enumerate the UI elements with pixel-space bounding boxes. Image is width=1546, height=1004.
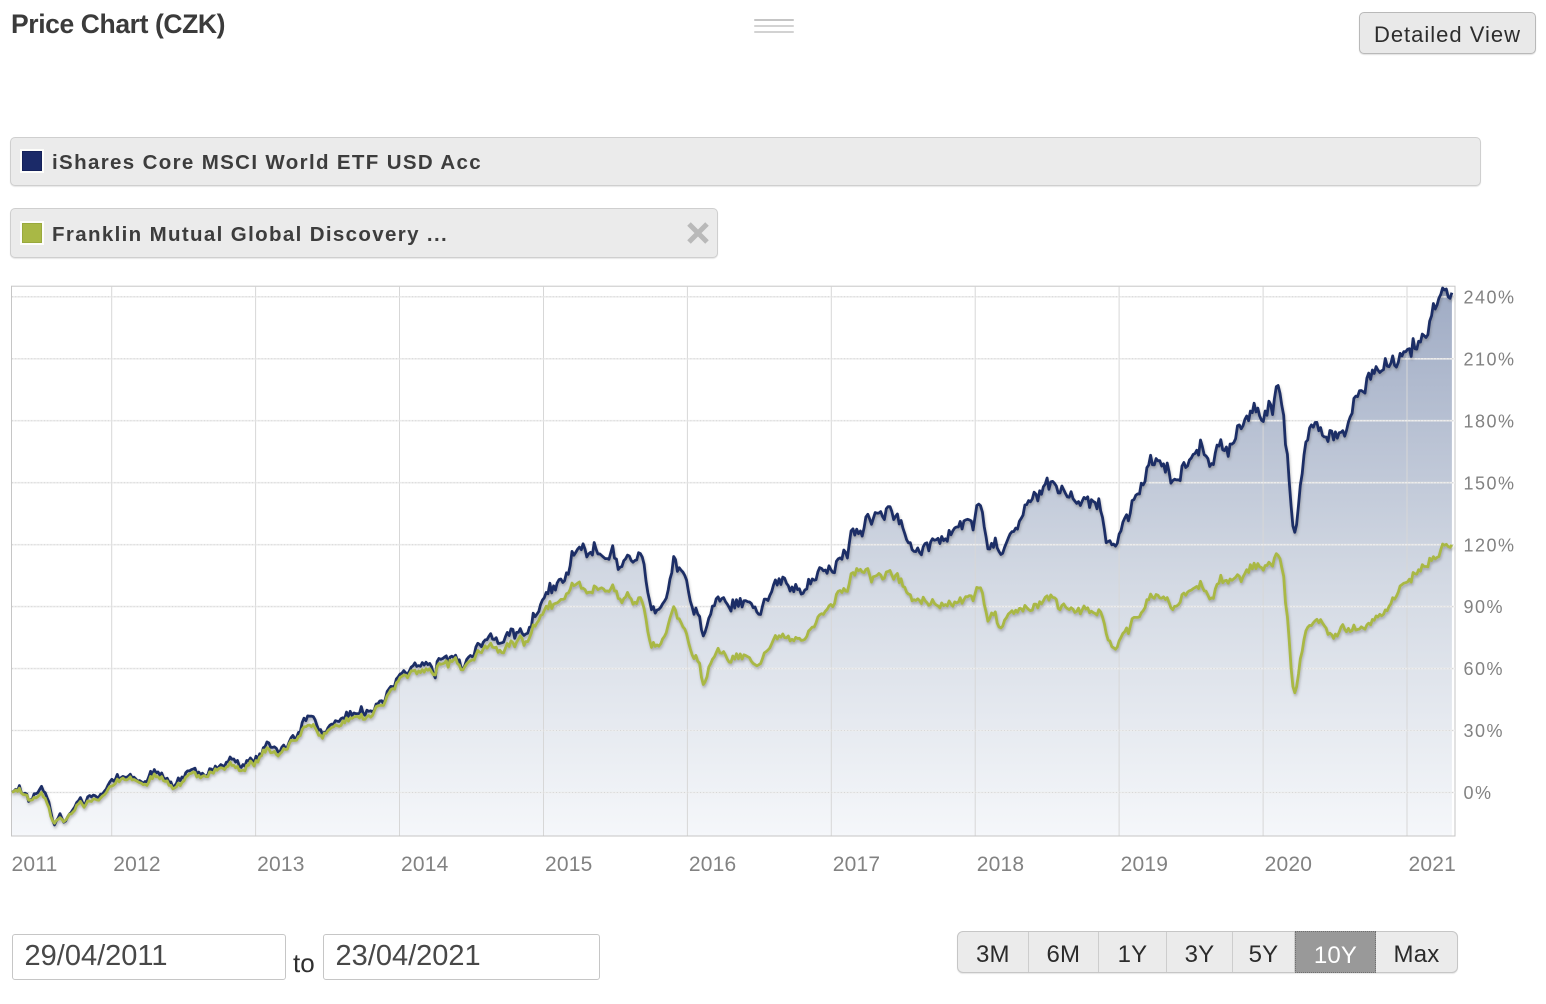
svg-text:2019: 2019 — [1121, 853, 1169, 876]
svg-text:180%: 180% — [1464, 411, 1516, 431]
svg-text:150%: 150% — [1464, 473, 1516, 493]
svg-text:90%: 90% — [1464, 597, 1505, 617]
svg-text:240%: 240% — [1464, 287, 1516, 307]
svg-text:2017: 2017 — [833, 853, 881, 876]
svg-text:60%: 60% — [1464, 659, 1505, 679]
svg-text:120%: 120% — [1464, 535, 1516, 555]
svg-text:210%: 210% — [1464, 349, 1516, 369]
svg-text:2011: 2011 — [12, 853, 58, 876]
svg-text:2020: 2020 — [1265, 853, 1313, 876]
svg-text:0%: 0% — [1464, 783, 1493, 803]
svg-text:2014: 2014 — [401, 853, 449, 876]
svg-text:2018: 2018 — [977, 853, 1025, 876]
svg-text:2015: 2015 — [545, 853, 593, 876]
svg-text:2016: 2016 — [689, 853, 737, 876]
svg-text:2021: 2021 — [1409, 853, 1457, 876]
svg-text:2012: 2012 — [113, 853, 161, 876]
svg-text:2013: 2013 — [257, 853, 305, 876]
svg-text:30%: 30% — [1464, 721, 1505, 741]
